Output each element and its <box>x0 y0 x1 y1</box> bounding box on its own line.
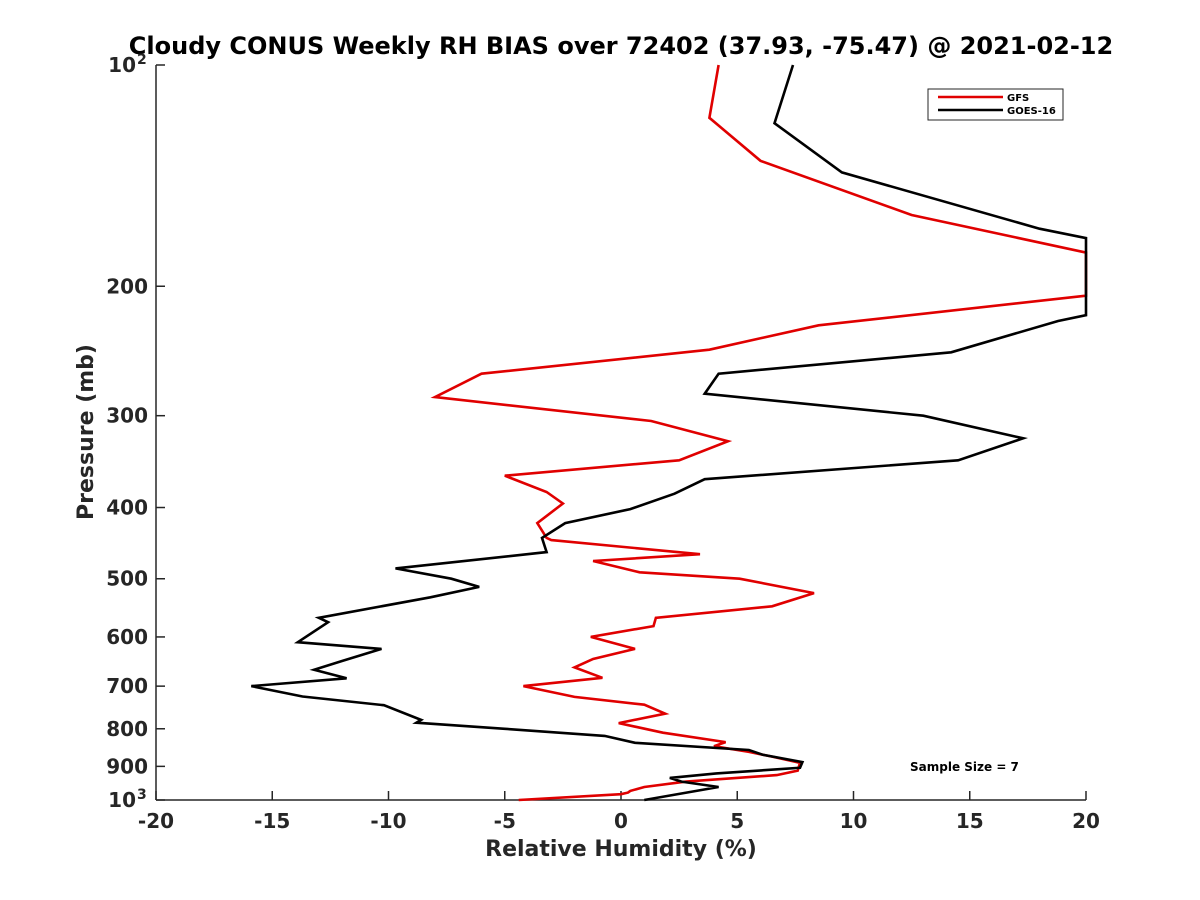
series-line-goes16 <box>251 64 1088 802</box>
y-tick-label: 900 <box>106 754 148 778</box>
series-line-gfs <box>430 64 1088 802</box>
y-tick-exponent: 2 <box>137 52 147 68</box>
x-tick-label: -15 <box>254 809 290 833</box>
x-tick-label: 5 <box>730 809 744 833</box>
x-axis-label: Relative Humidity (%) <box>485 837 757 862</box>
y-tick-label: 300 <box>106 404 148 428</box>
x-tick-label: -10 <box>370 809 406 833</box>
legend-label-goes16: GOES-16 <box>1007 106 1056 117</box>
legend: GFS GOES-16 <box>927 88 1064 121</box>
y-tick-label: 600 <box>106 625 148 649</box>
legend-box <box>927 88 1064 121</box>
series-layer <box>251 64 1088 802</box>
y-tick-label: 800 <box>106 717 148 741</box>
x-tick-label: -5 <box>494 809 516 833</box>
x-tick-label: 15 <box>956 809 984 833</box>
y-tick-label: 200 <box>106 274 148 298</box>
y-tick-label: 10 <box>108 53 136 77</box>
x-tick-label: 20 <box>1072 809 1100 833</box>
y-axis-label: Pressure (mb) <box>74 344 99 520</box>
y-tick-label: 700 <box>106 674 148 698</box>
chart-title: Cloudy CONUS Weekly RH BIAS over 72402 (… <box>129 32 1113 60</box>
x-tick-label: 10 <box>840 809 868 833</box>
y-tick-label: 10 <box>108 788 136 812</box>
x-tick-label: 0 <box>614 809 628 833</box>
x-tick-label: -20 <box>138 809 174 833</box>
y-tick-label: 400 <box>106 496 148 520</box>
legend-label-gfs: GFS <box>1007 93 1029 104</box>
y-tick-label: 500 <box>106 567 148 591</box>
y-tick-exponent: 3 <box>137 787 147 803</box>
sample-size-annotation: Sample Size = 7 <box>910 760 1019 774</box>
